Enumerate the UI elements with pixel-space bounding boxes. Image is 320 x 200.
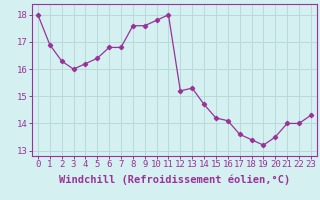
X-axis label: Windchill (Refroidissement éolien,°C): Windchill (Refroidissement éolien,°C) xyxy=(59,175,290,185)
